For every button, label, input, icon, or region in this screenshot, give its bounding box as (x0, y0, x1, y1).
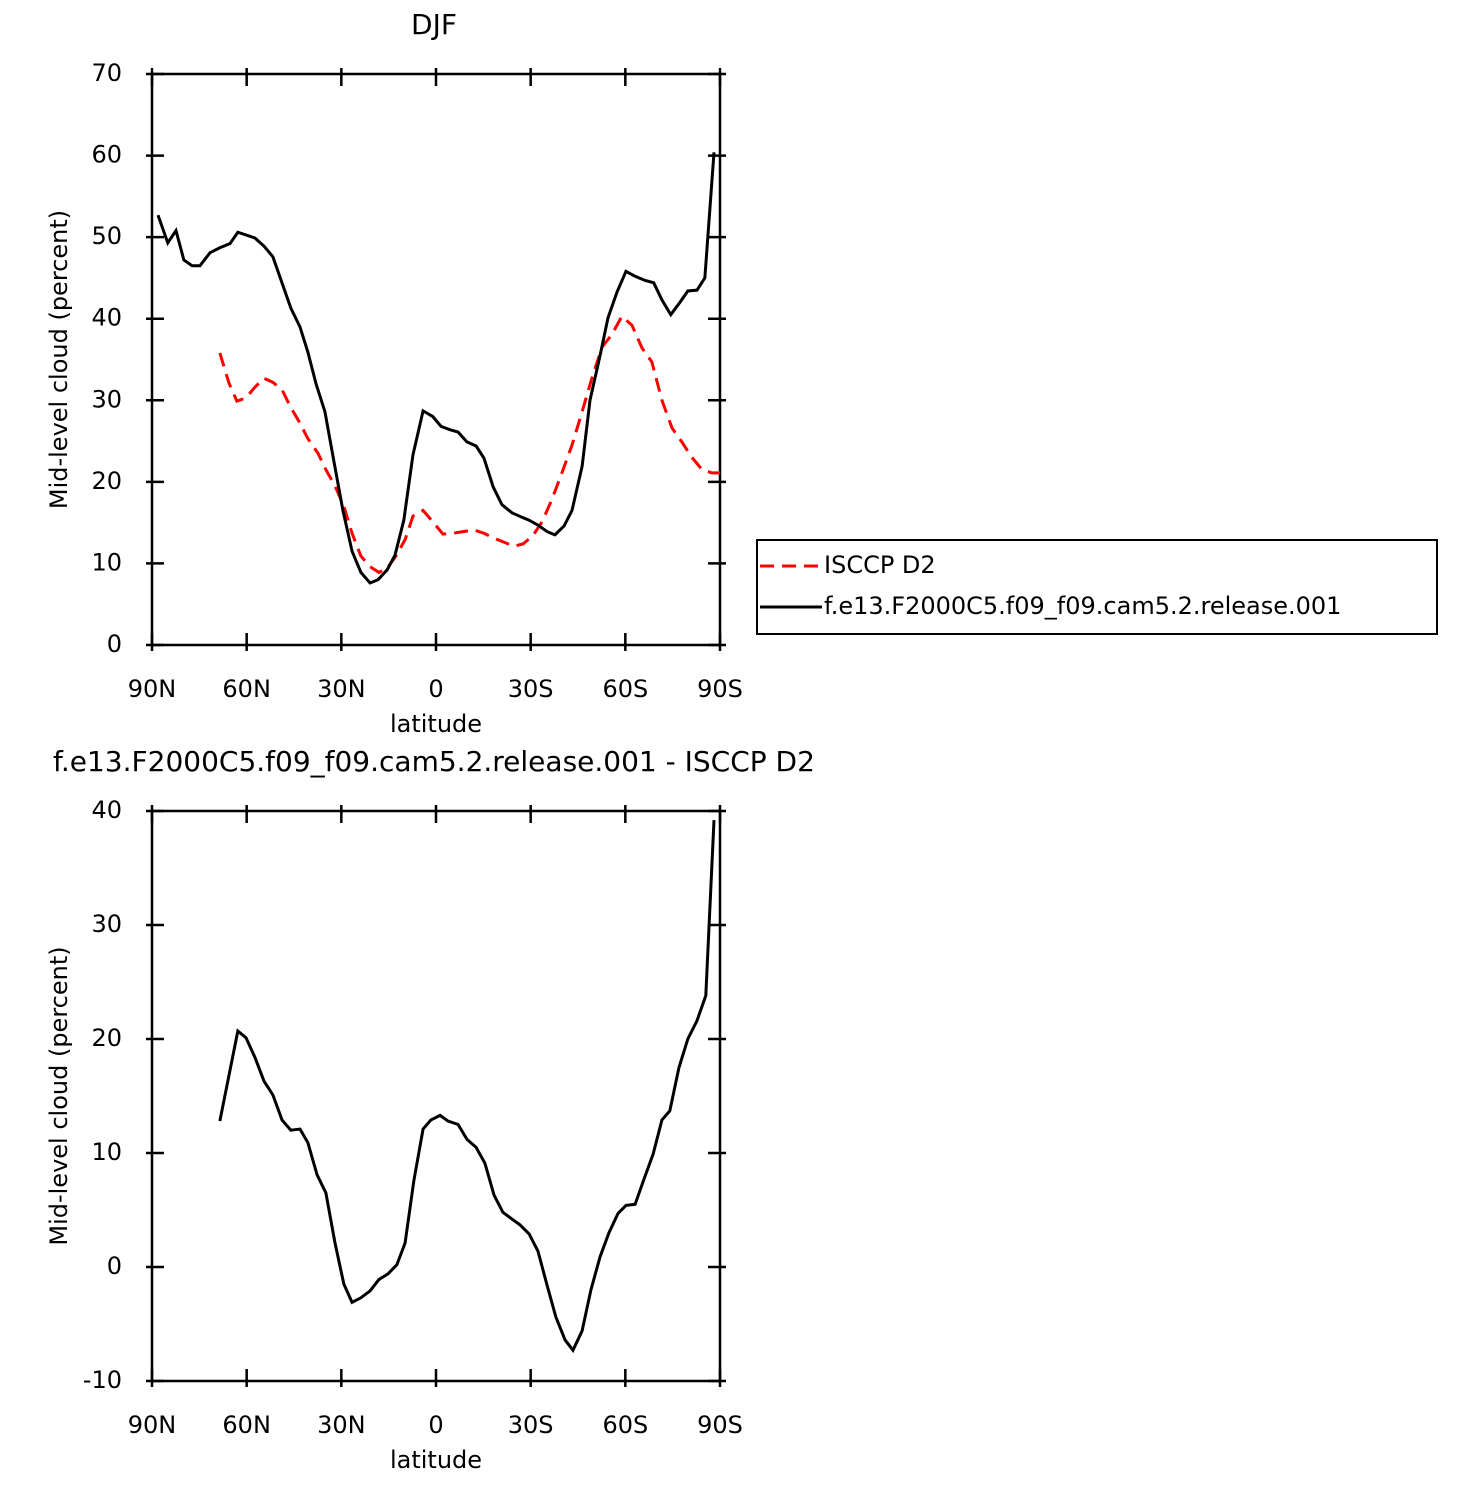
x-tick-label: 30S (508, 1411, 554, 1439)
y-tick-label: 40 (91, 304, 122, 332)
y-tick-label: 20 (91, 1024, 122, 1052)
x-tick-label: 30N (317, 675, 366, 703)
legend-box (756, 539, 1438, 635)
plot-frame (150, 809, 722, 1383)
y-tick-label: 0 (107, 1252, 122, 1280)
plot-frame (150, 72, 722, 647)
x-tick-label: 90S (697, 675, 743, 703)
legend-label: f.e13.F2000C5.f09_f09.cam5.2.release.001 (824, 592, 1341, 620)
x-tick-label: 60S (602, 675, 648, 703)
x-tick-label: 60N (222, 1411, 271, 1439)
y-tick-label: 50 (91, 222, 122, 250)
legend-label: ISCCP D2 (824, 551, 936, 579)
x-tick-label: 30N (317, 1411, 366, 1439)
x-tick-label: 0 (428, 675, 443, 703)
data-line (218, 820, 716, 1354)
x-tick-label: 60N (222, 675, 271, 703)
y-tick-label: 40 (91, 796, 122, 824)
x-tick-label: 30S (508, 675, 554, 703)
y-tick-label: 20 (91, 467, 122, 495)
chart-title: DJF (411, 8, 457, 41)
y-axis-label: Mid-level cloud (percent) (45, 946, 73, 1245)
y-tick-label: 60 (91, 141, 122, 169)
y-tick-label: 30 (91, 910, 122, 938)
x-tick-label: 90N (128, 675, 177, 703)
y-tick-label: 10 (91, 548, 122, 576)
y-tick-label: 10 (91, 1138, 122, 1166)
x-tick-label: 0 (428, 1411, 443, 1439)
y-tick-label: 30 (91, 385, 122, 413)
y-axis-label: Mid-level cloud (percent) (45, 210, 73, 509)
x-tick-label: 90S (697, 1411, 743, 1439)
data-line (218, 313, 720, 575)
x-tick-label: 60S (602, 1411, 648, 1439)
x-axis-label: latitude (390, 1446, 482, 1474)
chart-title: f.e13.F2000C5.f09_f09.cam5.2.release.001… (53, 745, 815, 778)
x-axis-label: latitude (390, 710, 482, 738)
y-tick-label: -10 (83, 1366, 122, 1394)
y-tick-label: 0 (107, 630, 122, 658)
data-line (156, 152, 716, 585)
x-tick-label: 90N (128, 1411, 177, 1439)
y-tick-label: 70 (91, 59, 122, 87)
